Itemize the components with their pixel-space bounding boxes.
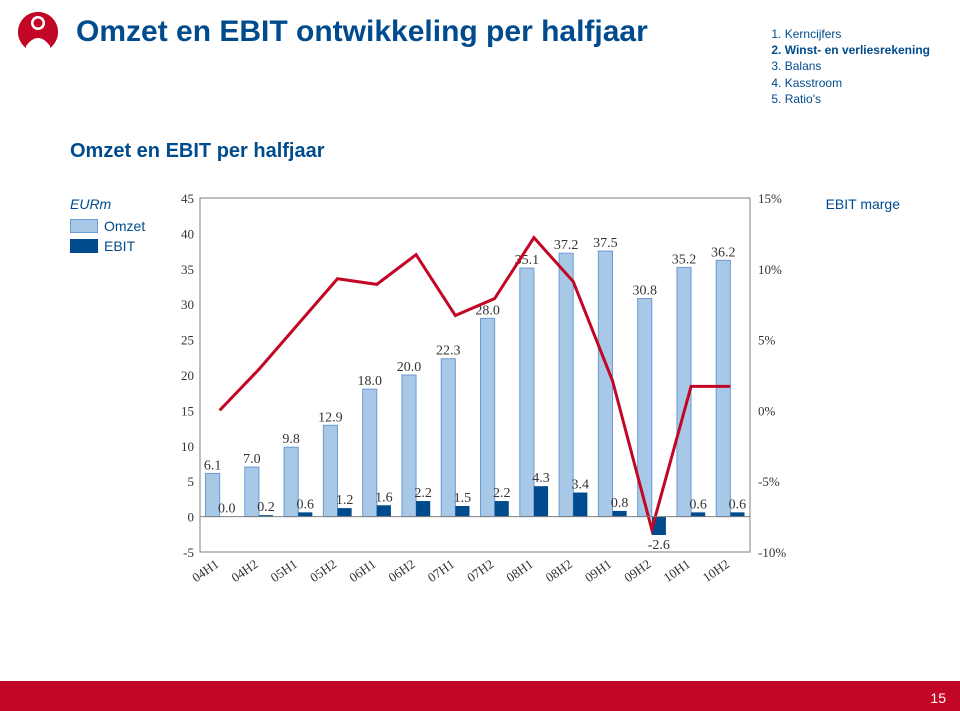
- svg-text:1.5: 1.5: [454, 491, 472, 506]
- svg-text:1.2: 1.2: [336, 493, 354, 508]
- svg-text:1.6: 1.6: [375, 490, 393, 505]
- footer-bar: 15: [0, 681, 960, 711]
- svg-text:-2.6: -2.6: [648, 538, 670, 553]
- svg-text:30.8: 30.8: [632, 284, 657, 299]
- legend-swatch-ebit: [70, 239, 98, 253]
- svg-text:5: 5: [188, 474, 195, 489]
- svg-text:2.2: 2.2: [414, 486, 432, 501]
- svg-text:6.1: 6.1: [204, 458, 222, 473]
- svg-text:10H2: 10H2: [700, 556, 732, 585]
- svg-text:04H1: 04H1: [189, 556, 221, 585]
- slide-number: 15: [930, 690, 946, 706]
- chart-svg: -5 0 5 10 15 20 25 30 35 40 45 -10% -5% 0% 5% 10% 15% 6.1…: [160, 190, 800, 600]
- svg-text:20.0: 20.0: [397, 360, 422, 375]
- svg-text:18.0: 18.0: [357, 374, 382, 389]
- svg-text:07H2: 07H2: [464, 556, 496, 585]
- toc-item: Kerncijfers: [785, 26, 930, 42]
- svg-text:06H1: 06H1: [346, 556, 378, 585]
- svg-text:-5: -5: [183, 545, 194, 560]
- svg-text:4.3: 4.3: [532, 471, 550, 486]
- svg-text:0.6: 0.6: [297, 497, 315, 512]
- svg-text:10%: 10%: [758, 262, 782, 277]
- toc-item: Balans: [785, 58, 930, 74]
- chart-area: -5 0 5 10 15 20 25 30 35 40 45 -10% -5% 0% 5% 10% 15% 6.1…: [160, 190, 800, 600]
- toc-item: Winst- en verliesrekening: [785, 42, 930, 58]
- chart-subtitle: Omzet en EBIT per halfjaar: [70, 140, 890, 163]
- svg-text:10: 10: [181, 439, 194, 454]
- svg-text:15%: 15%: [758, 191, 782, 206]
- svg-text:05H2: 05H2: [307, 556, 339, 585]
- svg-text:08H1: 08H1: [503, 556, 535, 585]
- svg-text:0.6: 0.6: [729, 497, 747, 512]
- svg-text:35: 35: [181, 262, 194, 277]
- svg-text:05H1: 05H1: [268, 556, 300, 585]
- toc-list: KerncijfersWinst- en verliesrekeningBala…: [727, 26, 930, 107]
- svg-text:07H1: 07H1: [425, 556, 457, 585]
- unit-label: EURm: [70, 196, 145, 212]
- svg-text:35.2: 35.2: [672, 252, 697, 267]
- legend-left: EURm Omzet EBIT: [70, 196, 145, 258]
- svg-text:0.2: 0.2: [257, 500, 275, 515]
- legend-marge-label: EBIT marge: [826, 196, 900, 212]
- svg-text:22.3: 22.3: [436, 344, 461, 359]
- svg-text:37.5: 37.5: [593, 236, 618, 251]
- svg-text:9.8: 9.8: [282, 432, 300, 447]
- svg-text:3.4: 3.4: [572, 478, 590, 493]
- svg-text:5%: 5%: [758, 333, 776, 348]
- svg-text:0.0: 0.0: [218, 502, 236, 517]
- svg-text:45: 45: [181, 191, 194, 206]
- svg-text:06H2: 06H2: [386, 556, 418, 585]
- svg-text:30: 30: [181, 297, 194, 312]
- legend-right: EBIT marge: [826, 196, 900, 212]
- legend-omzet-label: Omzet: [104, 218, 145, 234]
- svg-text:15: 15: [181, 403, 194, 418]
- svg-text:08H2: 08H2: [543, 556, 575, 585]
- brand-logo: [18, 12, 58, 52]
- svg-text:-10%: -10%: [758, 545, 786, 560]
- svg-text:7.0: 7.0: [243, 452, 261, 467]
- toc-item: Ratio's: [785, 91, 930, 107]
- svg-text:37.2: 37.2: [554, 238, 579, 253]
- legend-swatch-omzet: [70, 219, 98, 233]
- svg-text:20: 20: [181, 368, 194, 383]
- svg-text:10H1: 10H1: [661, 556, 693, 585]
- svg-text:40: 40: [181, 226, 194, 241]
- svg-text:04H2: 04H2: [228, 556, 260, 585]
- svg-text:-5%: -5%: [758, 474, 780, 489]
- svg-text:2.2: 2.2: [493, 486, 511, 501]
- svg-text:25: 25: [181, 333, 194, 348]
- svg-text:36.2: 36.2: [711, 245, 736, 260]
- svg-text:0.8: 0.8: [611, 496, 629, 511]
- svg-text:09H1: 09H1: [582, 556, 614, 585]
- svg-text:12.9: 12.9: [318, 410, 343, 425]
- svg-text:0%: 0%: [758, 403, 776, 418]
- svg-text:0: 0: [188, 510, 195, 525]
- svg-text:09H2: 09H2: [621, 556, 653, 585]
- toc-item: Kasstroom: [785, 75, 930, 91]
- svg-text:0.6: 0.6: [689, 497, 707, 512]
- page-title: Omzet en EBIT ontwikkeling per halfjaar: [76, 15, 648, 49]
- legend-ebit-label: EBIT: [104, 238, 135, 254]
